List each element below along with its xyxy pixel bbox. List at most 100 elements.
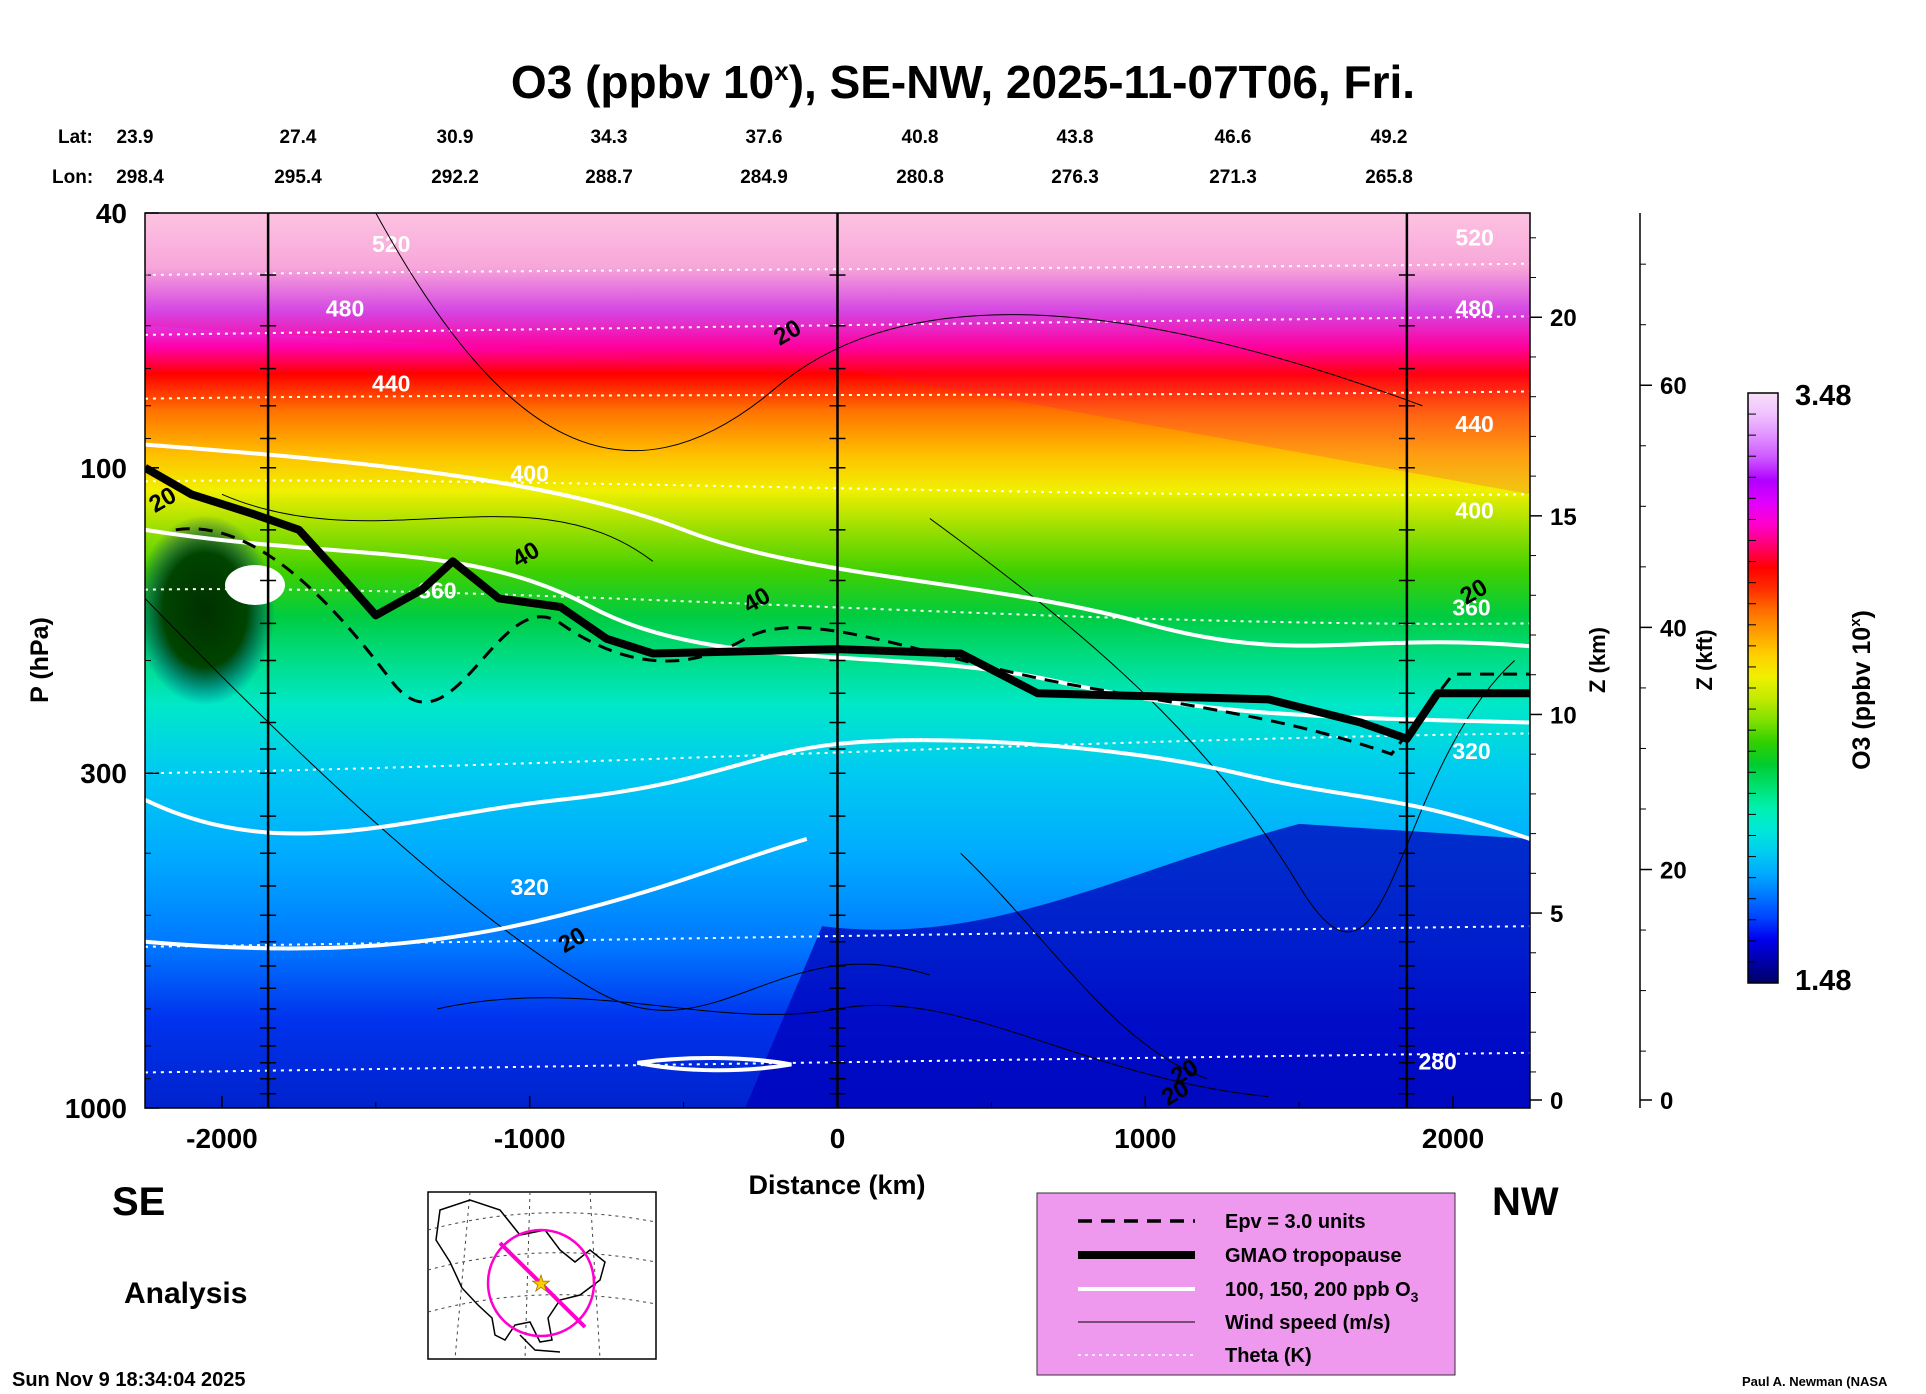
ozone-low-region xyxy=(745,823,1530,1108)
inset-graticule xyxy=(427,1191,657,1360)
lat-value: 49.2 xyxy=(1371,127,1408,148)
lat-value: 30.9 xyxy=(437,127,474,148)
analysis-label: Analysis xyxy=(124,1277,247,1310)
lon-value: 295.4 xyxy=(274,167,322,188)
title-superscript: x xyxy=(774,56,789,86)
z-kft-tick-label: 20 xyxy=(1660,858,1687,885)
colorbar-max-label: 3.48 xyxy=(1795,380,1851,412)
credit: Paul A. Newman (NASA xyxy=(1742,1374,1888,1389)
x-tick-label: -2000 xyxy=(186,1123,258,1154)
inset-center-star-icon: ★ xyxy=(531,1271,551,1296)
legend-label-tropopause: GMAO tropopause xyxy=(1225,1245,1402,1267)
inset-map: ★ xyxy=(427,1191,657,1360)
z-km-tick-label: 5 xyxy=(1550,901,1563,928)
legend-label-wind: Wind speed (m/s) xyxy=(1225,1312,1390,1334)
lat-value: 40.8 xyxy=(902,127,939,148)
lat-value: 27.4 xyxy=(280,127,317,148)
colorbar-min-label: 1.48 xyxy=(1795,965,1851,997)
lon-value: 292.2 xyxy=(431,167,479,188)
lat-lon-header: 23.9 27.4 30.9 34.3 37.6 40.8 43.8 46.6 49.2 298.… xyxy=(116,127,1413,188)
theta-label: 440 xyxy=(1455,411,1493,437)
theta-label: 520 xyxy=(1455,225,1493,251)
ozone-white-contour-line xyxy=(145,527,1530,725)
legend-label-theta: Theta (K) xyxy=(1225,1345,1312,1367)
ozone-field: 520480440400360320280320360400440480520 … xyxy=(145,213,1530,1108)
lon-value: 276.3 xyxy=(1051,167,1099,188)
ozone-white-contour-line xyxy=(145,442,1530,649)
legend-label-epv: Epv = 3.0 units xyxy=(1225,1211,1366,1233)
legend-box xyxy=(1036,1192,1456,1376)
lon-value: 284.9 xyxy=(740,167,788,188)
timestamp: Sun Nov 9 18:34:04 2025 xyxy=(12,1369,245,1391)
lon-value: 298.4 xyxy=(116,167,164,188)
x-tick-label: 1000 xyxy=(1114,1123,1176,1154)
theta-label: 480 xyxy=(1455,295,1493,321)
theta-contour-line xyxy=(145,1051,1530,1074)
lat-value: 23.9 xyxy=(117,127,154,148)
colorbar: 3.48 1.48 O3 (ppbv 10x) xyxy=(1747,380,1876,997)
wind-contour-line xyxy=(145,598,930,1011)
axes: -2000 -1000 0 1000 2000 40 100 300 1000 20 15 10 5 0 6… xyxy=(65,198,1687,1154)
ozone-white-contour-line xyxy=(637,1056,792,1073)
lat-value: 43.8 xyxy=(1057,127,1094,148)
ozone-minimum-core xyxy=(225,565,285,605)
z-km-tick-label: 20 xyxy=(1550,305,1577,332)
colorbar-label: O3 (ppbv 10x) xyxy=(1847,610,1876,770)
theta-contour-line xyxy=(145,315,1530,336)
lat-value: 34.3 xyxy=(591,127,628,148)
theta-label: 400 xyxy=(1455,497,1493,523)
z-km-tick-label: 0 xyxy=(1550,1088,1563,1115)
lat-value: 37.6 xyxy=(746,127,783,148)
inset-domain-circle xyxy=(486,1228,596,1338)
theta-label: 280 xyxy=(1418,1048,1456,1074)
title-rest: ), SE-NW, 2025-11-07T06, Fri. xyxy=(789,56,1415,108)
x-tick-label: -1000 xyxy=(494,1123,566,1154)
theta-contour-line xyxy=(145,479,1530,497)
theta-label: 360 xyxy=(1452,594,1490,620)
y-tick-label: 40 xyxy=(96,198,127,229)
wind-contour-line xyxy=(929,518,1515,933)
direction-right-label: NW xyxy=(1492,1180,1559,1224)
epv-dashed-line xyxy=(175,527,1530,756)
inset-map-frame xyxy=(427,1191,657,1360)
wind-contour-line xyxy=(960,852,1207,1080)
z-kft-axis-label: Z (kft) xyxy=(1692,629,1717,690)
x-axis-label: Distance (km) xyxy=(748,1170,925,1200)
y-tick-label: 1000 xyxy=(65,1093,127,1124)
z-km-tick-label: 15 xyxy=(1550,504,1577,531)
theta-label: 520 xyxy=(372,231,410,257)
ozone-minimum-blob xyxy=(145,515,275,705)
lon-value: 280.8 xyxy=(896,167,944,188)
theta-label: 480 xyxy=(326,295,364,321)
colorbar-ticks xyxy=(1748,392,1756,963)
y-axis-label: P (hPa) xyxy=(26,617,54,703)
z-kft-tick-label: 40 xyxy=(1660,615,1687,642)
inset-coastline-south xyxy=(519,1334,561,1353)
theta-label: 400 xyxy=(511,460,549,486)
lon-value: 265.8 xyxy=(1365,167,1413,188)
z-km-axis-label: Z (km) xyxy=(1585,627,1610,693)
lon-label: Lon: xyxy=(52,167,93,188)
lat-label: Lat: xyxy=(58,127,93,148)
legend-label-ozone-contours: 100, 150, 200 ppb O3 xyxy=(1225,1279,1419,1305)
x-tick-label: 0 xyxy=(830,1123,846,1154)
wind-contour-line xyxy=(375,213,1423,452)
theta-contour-line xyxy=(145,262,1530,277)
z-kft-tick-label: 0 xyxy=(1660,1088,1673,1115)
inset-transect-line xyxy=(498,1241,587,1329)
lon-value: 271.3 xyxy=(1209,167,1257,188)
tropopause-line xyxy=(145,464,1530,743)
lat-value: 46.6 xyxy=(1215,127,1252,148)
ozone-white-contour-line xyxy=(145,837,808,951)
legend: Epv = 3.0 units GMAO tropopause 100, 150… xyxy=(1036,1192,1456,1376)
z-km-tick-label: 10 xyxy=(1550,702,1577,729)
y-tick-label: 300 xyxy=(80,758,127,789)
theta-label: 320 xyxy=(511,874,549,900)
wind-contour-line xyxy=(221,493,654,562)
lon-value: 288.7 xyxy=(585,167,633,188)
chart-title: O3 (ppbv 10x), SE-NW, 2025-11-07T06, Fri… xyxy=(511,56,1415,108)
z-kft-tick-label: 60 xyxy=(1660,373,1687,400)
